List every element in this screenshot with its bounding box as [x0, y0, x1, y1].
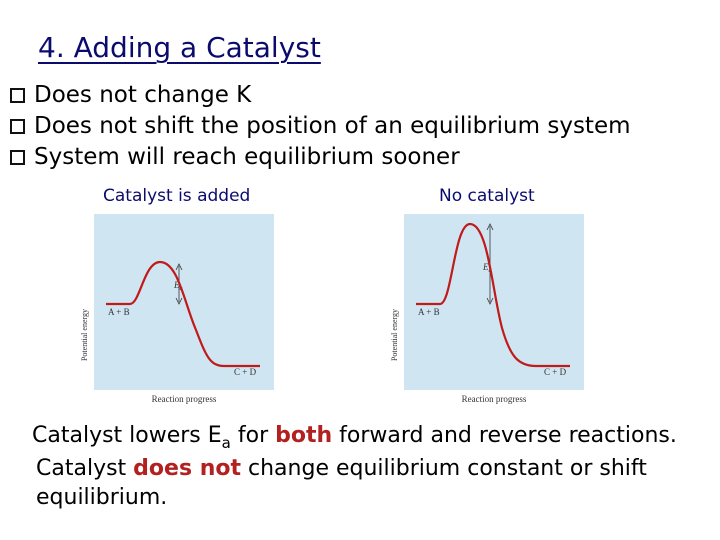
- slide-title: 4. Adding a Catalyst: [38, 31, 321, 64]
- reactants-label: A + B: [108, 307, 130, 317]
- conclusion-line-2: Catalyst does not change equilibrium con…: [36, 454, 647, 484]
- bullet-text: Does not change K: [34, 82, 252, 108]
- conclusion-text: change equilibrium constant or shift: [241, 456, 647, 481]
- emphasis-does-not: does not: [133, 456, 242, 481]
- bullet-item: System will reach equilibrium sooner: [10, 142, 460, 172]
- energy-curve: [106, 260, 260, 368]
- ea-arrowheads: [486, 223, 494, 305]
- bullet-item: Does not change K: [10, 80, 251, 110]
- products-label: C + D: [544, 367, 567, 377]
- checkbox-bullet-icon: [10, 87, 25, 103]
- conclusion-text: Catalyst lowers E: [32, 423, 222, 448]
- reactants-label: A + B: [418, 307, 440, 317]
- conclusion-line-1: Catalyst lowers Ea for both forward and …: [32, 421, 677, 458]
- y-axis-label: Potential energy: [80, 309, 89, 361]
- bullet-text: Does not shift the position of an equili…: [34, 113, 631, 139]
- ea-arrowheads: [175, 263, 183, 305]
- conclusion-text: forward and reverse reactions.: [332, 423, 677, 448]
- x-axis-label: Reaction progress: [462, 394, 527, 404]
- panel-caption-catalyst: Catalyst is added: [103, 186, 251, 206]
- conclusion-text: for: [230, 423, 276, 448]
- emphasis-both: both: [275, 423, 333, 448]
- bullet-item: Does not shift the position of an equili…: [10, 111, 631, 141]
- diagram-background: [94, 214, 274, 390]
- y-axis-label: Potential energy: [390, 309, 399, 361]
- bullet-text: System will reach equilibrium sooner: [34, 144, 460, 170]
- panel-caption-no-catalyst: No catalyst: [439, 186, 535, 206]
- conclusion-text: Catalyst: [36, 456, 134, 481]
- energy-diagram-catalyst: Potential energy Reaction progress A + B…: [80, 214, 274, 404]
- diagram-background: [404, 214, 584, 390]
- checkbox-bullet-icon: [10, 118, 25, 134]
- checkbox-bullet-icon: [10, 149, 25, 165]
- x-axis-label: Reaction progress: [152, 394, 217, 404]
- energy-diagram-no-catalyst: Potential energy Reaction progress A + B…: [390, 214, 584, 404]
- ea-subscript: a: [221, 434, 231, 452]
- energy-curve: [416, 222, 570, 368]
- conclusion-line-3: equilibrium.: [36, 485, 168, 510]
- products-label: C + D: [234, 367, 257, 377]
